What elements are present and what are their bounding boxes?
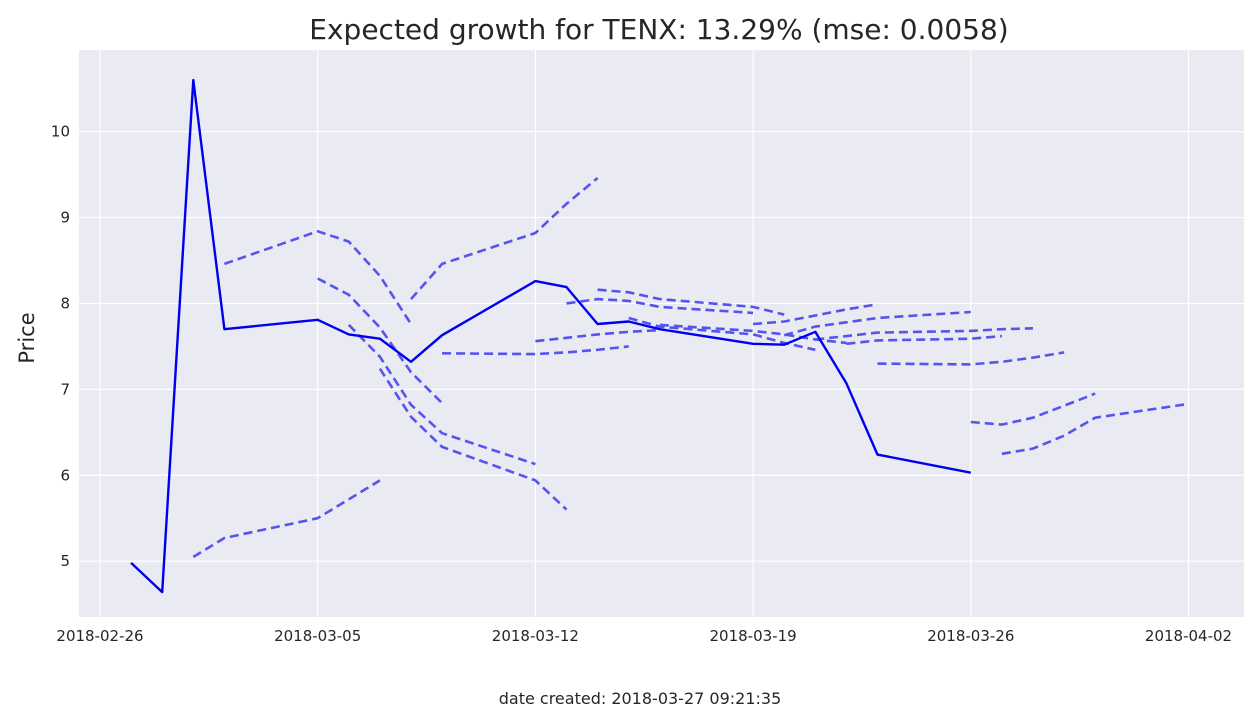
- forecast-line: [1001, 402, 1189, 456]
- date-created-footer: date created: 2018-03-27 09:21:35: [499, 689, 782, 708]
- y-axis-label: Price: [15, 312, 39, 363]
- x-tick-labels: 2018-02-26 2018-03-05 2018-03-12 2018-03-19…: [56, 627, 1232, 645]
- x-tick-label: 2018-03-26: [927, 627, 1014, 645]
- forecast-line: [752, 303, 878, 326]
- y-tick-label: 5: [60, 552, 70, 570]
- forecast-line: [410, 176, 599, 300]
- x-tick-label: 2018-04-02: [1145, 627, 1232, 645]
- forecast-series-group: [192, 176, 1189, 559]
- forecast-line: [566, 297, 754, 315]
- y-tick-label: 10: [51, 123, 70, 141]
- plot-area: [79, 50, 1244, 617]
- x-tick-label: 2018-03-12: [492, 627, 579, 645]
- forecast-line: [783, 310, 971, 337]
- forecast-line: [659, 323, 847, 345]
- y-tick-label: 7: [60, 380, 70, 398]
- y-tick-label: 9: [60, 209, 70, 227]
- forecast-line: [535, 328, 660, 343]
- forecast-line: [970, 392, 1096, 426]
- forecast-line: [628, 316, 816, 352]
- y-tick-label: 8: [60, 294, 70, 312]
- y-tick-labels: 5 6 7 8 9 10: [51, 123, 70, 571]
- x-tick-label: 2018-03-05: [274, 627, 361, 645]
- y-tick-label: 6: [60, 466, 70, 484]
- forecast-line: [192, 479, 381, 559]
- forecast-line: [877, 351, 1065, 366]
- forecast-line: [846, 334, 1003, 346]
- x-tick-label: 2018-02-26: [56, 627, 143, 645]
- forecast-line: [442, 345, 629, 356]
- actual-series-group: [130, 78, 972, 594]
- grid-lines: [79, 50, 1244, 617]
- forecast-line: [597, 288, 785, 316]
- forecast-line: [347, 323, 536, 466]
- chart-title: Expected growth for TENX: 13.29% (mse: 0…: [309, 13, 1008, 46]
- actual-price-line: [130, 78, 972, 594]
- x-tick-label: 2018-03-19: [710, 627, 797, 645]
- forecast-line: [223, 230, 413, 325]
- forecast-line: [378, 367, 568, 511]
